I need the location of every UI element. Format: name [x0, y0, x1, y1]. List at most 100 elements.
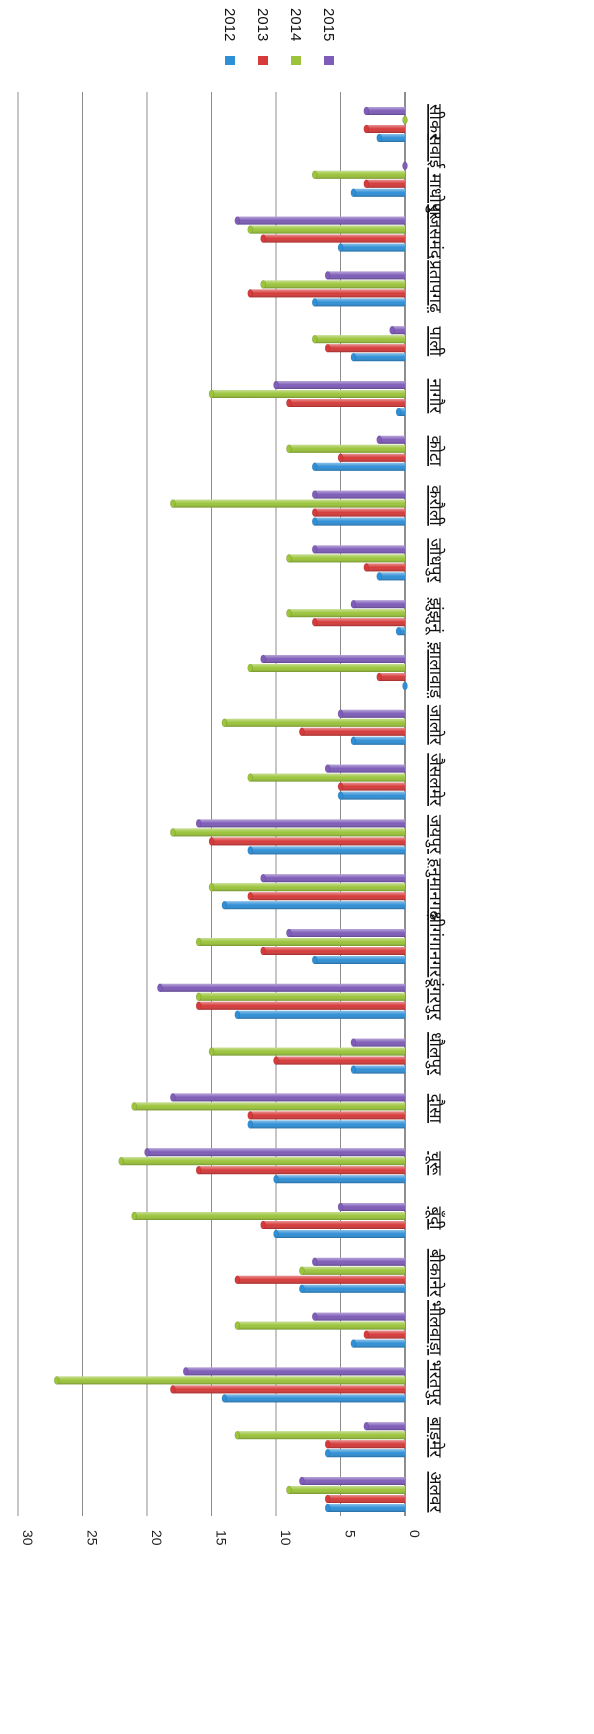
bar-end [286, 444, 292, 454]
bar-end [324, 1494, 331, 1504]
bar-shading [301, 1477, 405, 1485]
bar-end [337, 1202, 344, 1212]
category-label: सवाई माधोपुर [425, 134, 446, 220]
bar-end [208, 1047, 215, 1056]
bar-shading [237, 216, 405, 225]
legend: 2012 2013 2014 2015 [221, 8, 337, 65]
bar-end [376, 133, 382, 143]
bar-shading [159, 983, 405, 992]
bar-shading [314, 508, 405, 517]
bar-end [260, 1220, 266, 1230]
bar-shading [250, 289, 405, 298]
category-label: जालोर [425, 705, 446, 746]
bar-shading [314, 1312, 405, 1321]
bar-shading [288, 609, 405, 618]
bar-end [195, 937, 202, 947]
bar-shading [353, 1065, 405, 1074]
bar-end [337, 782, 344, 791]
bar-end [324, 1439, 331, 1449]
category-label: सीकर [425, 104, 446, 141]
x-tick-label: 0 [407, 1530, 423, 1538]
bar-shading [198, 1166, 405, 1175]
bar-shading [121, 1157, 405, 1166]
bar-end [311, 490, 318, 499]
bar-shading [340, 1203, 405, 1211]
bar-end [234, 1010, 241, 1020]
bar-shading [185, 1367, 405, 1376]
bar-end [170, 828, 176, 837]
legend-swatch [324, 56, 334, 65]
bar-shading [379, 134, 405, 142]
bar-end [324, 271, 331, 280]
category-label: श्रीगंगानगर [425, 911, 446, 978]
bar-shading [301, 727, 405, 736]
bar-shading [340, 782, 405, 791]
bar-shading [172, 1093, 405, 1102]
bar-shading [211, 883, 405, 892]
bar-shading [314, 462, 405, 471]
bar-shading [134, 1212, 405, 1220]
bar-shading [314, 545, 405, 554]
category-label: झुंझुनूं [425, 598, 445, 636]
category-label: भरतपुर [425, 1360, 445, 1406]
bar-end [247, 225, 253, 234]
bar-shading [250, 664, 405, 672]
category-label: हनुमानगढ़ [425, 858, 445, 920]
bar-shading [398, 408, 405, 416]
bar-end [324, 764, 331, 773]
bar-end [221, 718, 228, 728]
bar-shading [276, 1175, 405, 1184]
x-tick-label: 25 [85, 1530, 101, 1546]
x-tick-label: 10 [278, 1530, 294, 1546]
bar-end [208, 882, 215, 892]
bar-end [363, 106, 370, 116]
bar-end [286, 554, 292, 563]
bar-shading [198, 992, 405, 1001]
bar-end [311, 517, 318, 526]
category-label: कोटा [425, 436, 446, 467]
legend-swatch [258, 56, 268, 65]
bar-shading [134, 1102, 405, 1111]
category-label: बाड़मेर [425, 1417, 446, 1458]
bar-end [299, 1284, 305, 1294]
bar-end [402, 681, 408, 691]
bar-end [234, 216, 241, 225]
x-tick-label: 5 [343, 1530, 359, 1538]
category-label: दौसा [425, 1094, 446, 1124]
bar-end [260, 946, 266, 956]
bar-shading [276, 1056, 405, 1065]
legend-label: 2015 [320, 8, 337, 41]
bar-shading [340, 243, 405, 252]
bar-end [299, 1266, 305, 1276]
bar-shading [224, 1394, 405, 1403]
bar-shading [288, 1486, 405, 1494]
bar-end [234, 1321, 241, 1330]
legend-label: 2014 [287, 8, 304, 41]
bar-end [247, 891, 253, 901]
bar-end [376, 435, 382, 445]
bar-end [195, 819, 202, 828]
bar-shading [314, 517, 405, 526]
bar-shading [366, 125, 405, 133]
bar-end [402, 115, 408, 125]
bar-shading [301, 1284, 405, 1293]
bar-end [337, 709, 344, 719]
bar-end [286, 928, 292, 938]
bar-end [286, 398, 292, 408]
category-label: अलवर [425, 1472, 445, 1514]
bar-shading [327, 344, 405, 353]
bar-end [311, 1312, 318, 1321]
category-label: प्रतापगढ़ [425, 260, 445, 313]
bar-end [395, 626, 402, 636]
bar-end [337, 243, 344, 252]
bar-shading [327, 1449, 405, 1458]
bar-end [402, 161, 408, 171]
bar-end [170, 1385, 176, 1394]
bar-end [247, 289, 253, 298]
bar-shading [327, 271, 405, 280]
bar-shading [211, 837, 405, 846]
bar-shading [366, 1330, 405, 1339]
bar-shading [198, 1001, 405, 1010]
bar-shading [327, 1440, 405, 1449]
